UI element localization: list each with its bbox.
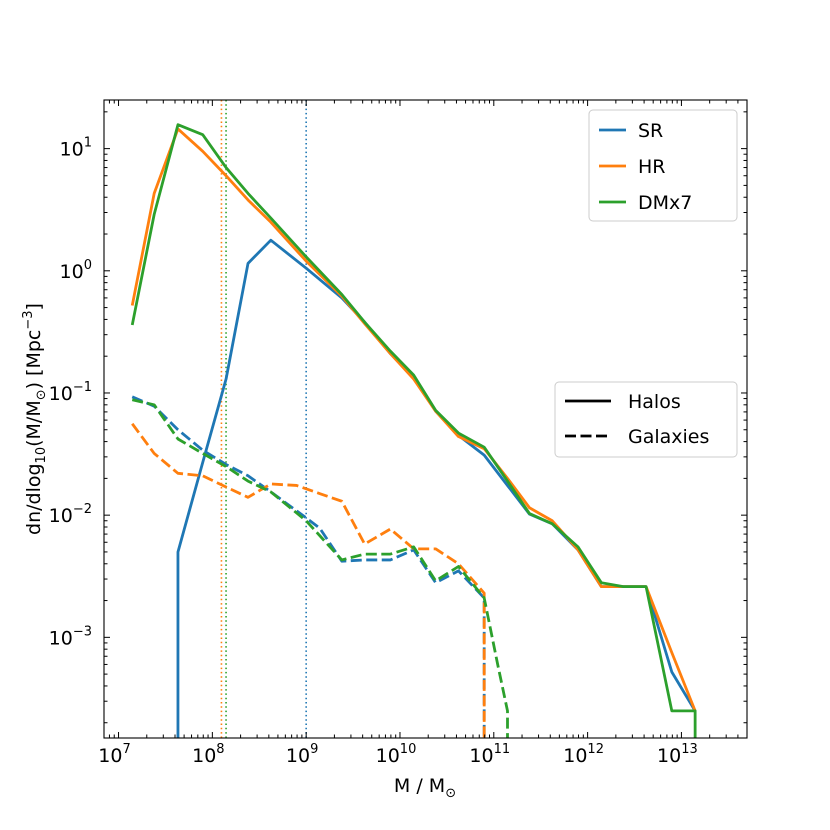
series-sr-galaxies [131, 395, 486, 738]
legend-label-dmx7: DMx7 [638, 192, 692, 214]
series-dmx7-galaxies [131, 398, 509, 738]
x-tick-label: 1010 [376, 742, 417, 767]
y-tick-label: 101 [60, 136, 92, 161]
x-tick-label: 108 [192, 742, 224, 767]
series-hr-galaxies [131, 422, 486, 738]
y-tick-label: 10−3 [49, 624, 92, 649]
series-lines [130, 123, 697, 738]
legend-types: Halos Galaxies [554, 381, 738, 458]
legend-simulations-box [588, 109, 738, 222]
threshold-lines [220, 100, 307, 738]
y-tick-label: 10−1 [49, 380, 92, 405]
x-tick-label: 109 [286, 742, 318, 767]
x-tick-label: 1013 [657, 742, 698, 767]
legend-simulations: SR HR DMx7 [588, 109, 738, 222]
legend-label-galaxies: Galaxies [628, 426, 709, 448]
y-tick-label: 10−2 [49, 502, 92, 527]
y-axis-label: dn/dlog10(M/M⊙) [Mpc−3] [21, 303, 49, 535]
legend-label-hr: HR [638, 156, 666, 178]
x-tick-label: 1012 [563, 742, 604, 767]
x-axis-label: M / M⊙ [394, 775, 456, 801]
x-tick-label: 1011 [469, 742, 510, 767]
series-dmx7-halos [130, 123, 697, 738]
legend-label-halos: Halos [628, 391, 681, 413]
y-tick-label: 100 [60, 258, 92, 283]
axis-ticks [103, 100, 748, 738]
tick-labels: 107 108 109 1010 1011 1012 1013 10−3 10−2 10−1 100… [49, 136, 698, 767]
plot-frame [103, 99, 748, 739]
legend-label-sr: SR [638, 120, 663, 142]
x-tick-label: 107 [98, 742, 130, 767]
